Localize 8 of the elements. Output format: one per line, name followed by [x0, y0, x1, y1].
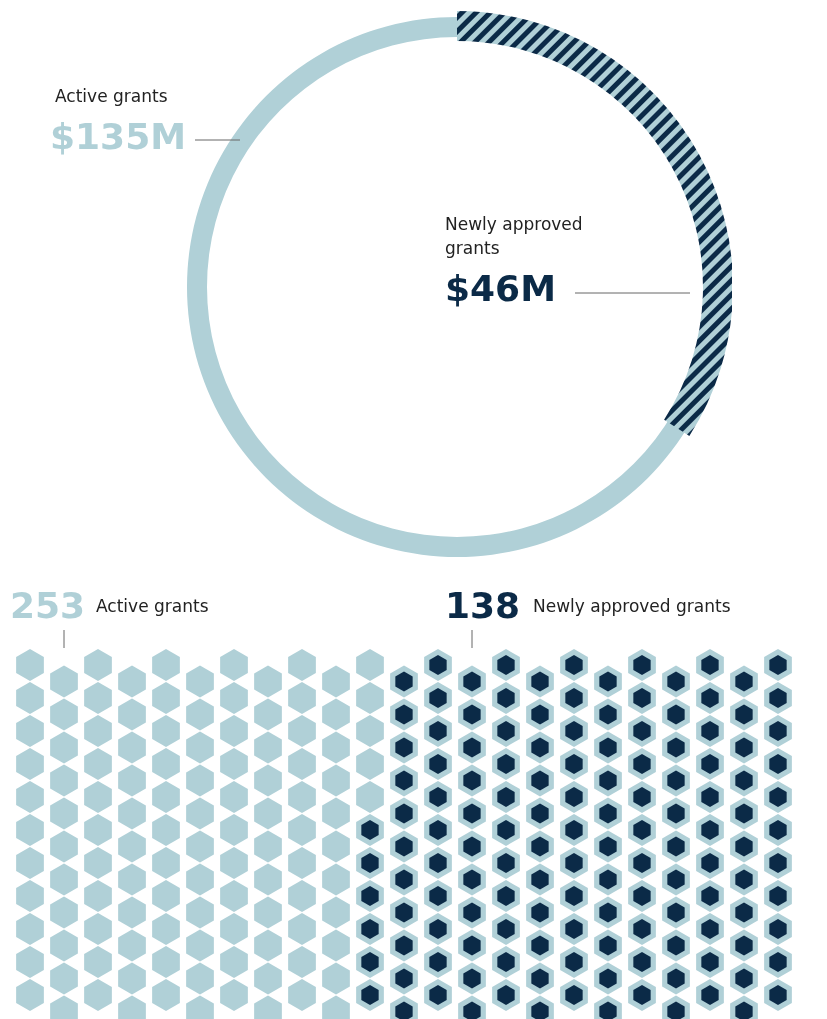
category-label: Newly approved grants	[533, 596, 731, 616]
data-label: 253	[10, 584, 86, 628]
category-label: Active grants	[55, 86, 168, 106]
category-label: Active grants	[96, 596, 209, 616]
data-label: $46M	[445, 268, 556, 309]
data-label: 138	[445, 584, 521, 628]
category-label: Newly approved grants	[445, 213, 584, 260]
data-label: $135M	[50, 116, 187, 157]
